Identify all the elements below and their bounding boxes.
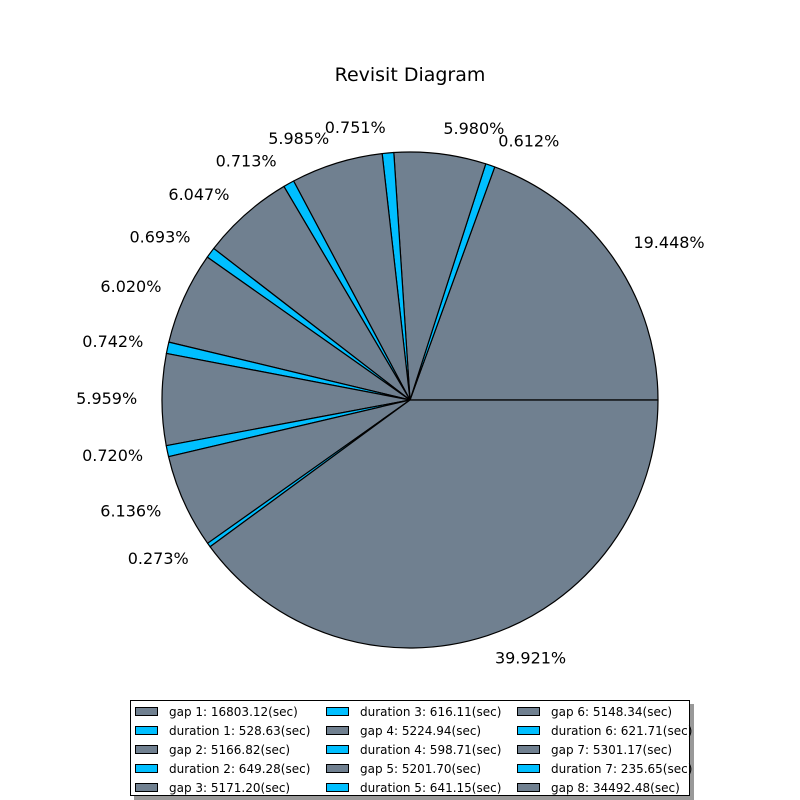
pie-pct-label-1: 19.448% [633, 233, 704, 252]
legend-item-15: gap 8: 34492.48(sec) [517, 778, 687, 797]
legend: gap 1: 16803.12(sec) duration 1: 528.63(s… [130, 700, 692, 797]
legend-label: gap 8: 34492.48(sec) [551, 780, 680, 795]
legend-label: gap 5: 5201.70(sec) [360, 761, 482, 776]
legend-label: duration 7: 235.65(sec) [551, 761, 693, 776]
legend-label: duration 5: 641.15(sec) [360, 780, 502, 795]
legend-swatch [326, 764, 349, 773]
pie-pct-label-12: 0.720% [82, 446, 143, 465]
legend-swatch [326, 707, 349, 716]
legend-swatch [517, 726, 540, 735]
pie-pct-label-15: 39.921% [495, 649, 566, 668]
legend-item-13: gap 7: 5301.17(sec) [517, 740, 687, 759]
pie-slice-15 [209, 399, 659, 649]
pie-pct-label-9: 6.020% [100, 277, 161, 296]
legend-swatch [517, 764, 540, 773]
pie-pct-label-10: 0.742% [82, 332, 143, 351]
legend-label: duration 3: 616.11(sec) [360, 704, 502, 719]
pie-pct-label-14: 0.273% [128, 549, 189, 568]
legend-label: duration 1: 528.63(sec) [169, 723, 311, 738]
legend-label: gap 3: 5171.20(sec) [169, 780, 291, 795]
legend-label: duration 2: 649.28(sec) [169, 761, 311, 776]
chart-title: Revisit Diagram [334, 64, 486, 86]
legend-swatch [135, 764, 158, 773]
legend-item-2: duration 1: 528.63(sec) [135, 721, 326, 740]
legend-swatch [517, 745, 540, 754]
legend-item-7: gap 4: 5224.94(sec) [326, 721, 517, 740]
legend-item-9: gap 5: 5201.70(sec) [326, 759, 517, 778]
legend-label: gap 6: 5148.34(sec) [551, 704, 673, 719]
legend-item-3: gap 2: 5166.82(sec) [135, 740, 326, 759]
pie-pct-label-13: 6.136% [100, 502, 161, 521]
legend-item-1: gap 1: 16803.12(sec) [135, 702, 326, 721]
legend-swatch [135, 783, 158, 792]
pie-pct-label-4: 0.751% [325, 118, 386, 137]
legend-swatch [135, 707, 158, 716]
legend-item-11: gap 6: 5148.34(sec) [517, 702, 687, 721]
legend-item-12: duration 6: 621.71(sec) [517, 721, 692, 740]
legend-label: gap 1: 16803.12(sec) [169, 704, 298, 719]
pie-pct-label-11: 5.959% [76, 389, 137, 408]
legend-item-4: duration 2: 649.28(sec) [135, 759, 326, 778]
legend-label: duration 4: 598.71(sec) [360, 742, 502, 757]
pie-pct-label-2: 0.612% [498, 131, 559, 150]
legend-item-5: gap 3: 5171.20(sec) [135, 778, 326, 797]
legend-label: gap 7: 5301.17(sec) [551, 742, 673, 757]
pie-pct-label-3: 5.980% [443, 119, 504, 138]
legend-swatch [326, 783, 349, 792]
legend-item-6: duration 3: 616.11(sec) [326, 702, 517, 721]
legend-label: gap 2: 5166.82(sec) [169, 742, 291, 757]
legend-label: duration 6: 621.71(sec) [551, 723, 693, 738]
legend-label: gap 4: 5224.94(sec) [360, 723, 482, 738]
legend-swatch [517, 707, 540, 716]
legend-item-10: duration 5: 641.15(sec) [326, 778, 517, 797]
pie-pct-label-8: 0.693% [129, 228, 190, 247]
legend-swatch [135, 726, 158, 735]
legend-swatch [517, 783, 540, 792]
pie-pct-label-7: 6.047% [168, 185, 229, 204]
legend-swatch [326, 726, 349, 735]
pie-slice-1 [409, 166, 659, 401]
pie-pct-label-6: 0.713% [216, 152, 277, 171]
legend-item-14: duration 7: 235.65(sec) [517, 759, 692, 778]
legend-item-8: duration 4: 598.71(sec) [326, 740, 517, 759]
pie-pct-label-5: 5.985% [268, 129, 329, 148]
legend-swatch [135, 745, 158, 754]
legend-swatch [326, 745, 349, 754]
